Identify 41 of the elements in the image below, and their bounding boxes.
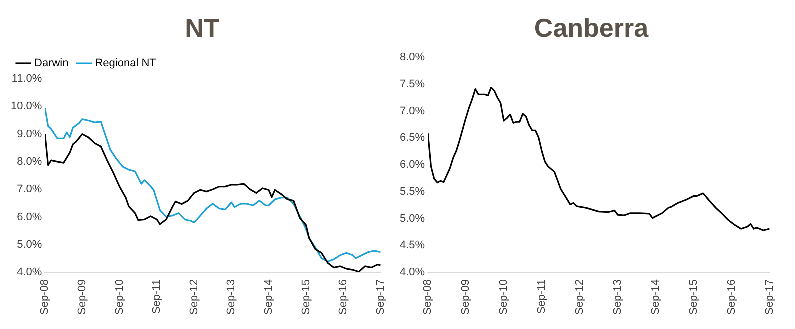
y-tick-label: 4.0% bbox=[400, 266, 426, 279]
legend-label: Regional NT bbox=[95, 58, 157, 70]
x-tick-label: Sep-09 bbox=[460, 280, 472, 316]
x-tick-label: Sep-08 bbox=[422, 280, 434, 316]
y-tick-label: 11.0% bbox=[12, 73, 42, 86]
x-tick-label: Sep-10 bbox=[498, 280, 510, 316]
legend-label: Darwin bbox=[34, 58, 69, 70]
x-tick-label: Sep-17 bbox=[764, 280, 776, 316]
x-tick-label: Sep-09 bbox=[76, 280, 89, 316]
y-tick-label: 8.0% bbox=[17, 156, 42, 168]
y-tick-label: 7.0% bbox=[17, 184, 42, 196]
y-tick-label: 6.0% bbox=[400, 159, 426, 172]
x-tick-label: Sep-10 bbox=[114, 280, 126, 316]
x-tick-label: Sep-11 bbox=[151, 280, 164, 314]
y-tick-label: 7.0% bbox=[400, 105, 426, 118]
y-tick-label: 6.0% bbox=[17, 211, 42, 224]
x-tick-label: Sep-15 bbox=[300, 280, 312, 316]
x-tick-label: Sep-13 bbox=[226, 280, 238, 316]
x-tick-label: Sep-12 bbox=[188, 280, 200, 316]
x-tick-label: Sep-16 bbox=[726, 280, 738, 316]
y-tick-label: 4.5% bbox=[400, 240, 426, 252]
chart-title: Canberra bbox=[533, 12, 650, 45]
x-tick-label: Sep-13 bbox=[612, 280, 624, 316]
x-tick-label: Sep-15 bbox=[688, 280, 700, 316]
x-tick-label: Sep-14 bbox=[650, 280, 662, 316]
y-tick-label: 5.0% bbox=[400, 212, 426, 225]
x-tick-label: Sep-08 bbox=[39, 280, 52, 316]
x-tick-label: Sep-11 bbox=[536, 280, 548, 314]
y-tick-label: 5.0% bbox=[17, 238, 42, 251]
y-tick-label: 10.0% bbox=[10, 100, 42, 113]
y-tick-label: 5.5% bbox=[400, 186, 426, 198]
y-tick-label: 7.5% bbox=[400, 78, 426, 90]
x-tick-label: Sep-14 bbox=[262, 280, 275, 316]
x-tick-label: Sep-17 bbox=[374, 280, 387, 316]
y-tick-label: 4.0% bbox=[17, 266, 42, 279]
y-tick-label: 8.0% bbox=[400, 52, 426, 64]
y-tick-label: 6.5% bbox=[400, 132, 426, 144]
x-tick-label: Sep-12 bbox=[574, 280, 586, 316]
y-tick-label: 9.0% bbox=[17, 128, 42, 140]
x-tick-label: Sep-16 bbox=[338, 280, 350, 316]
chart-title: NT bbox=[184, 12, 221, 45]
